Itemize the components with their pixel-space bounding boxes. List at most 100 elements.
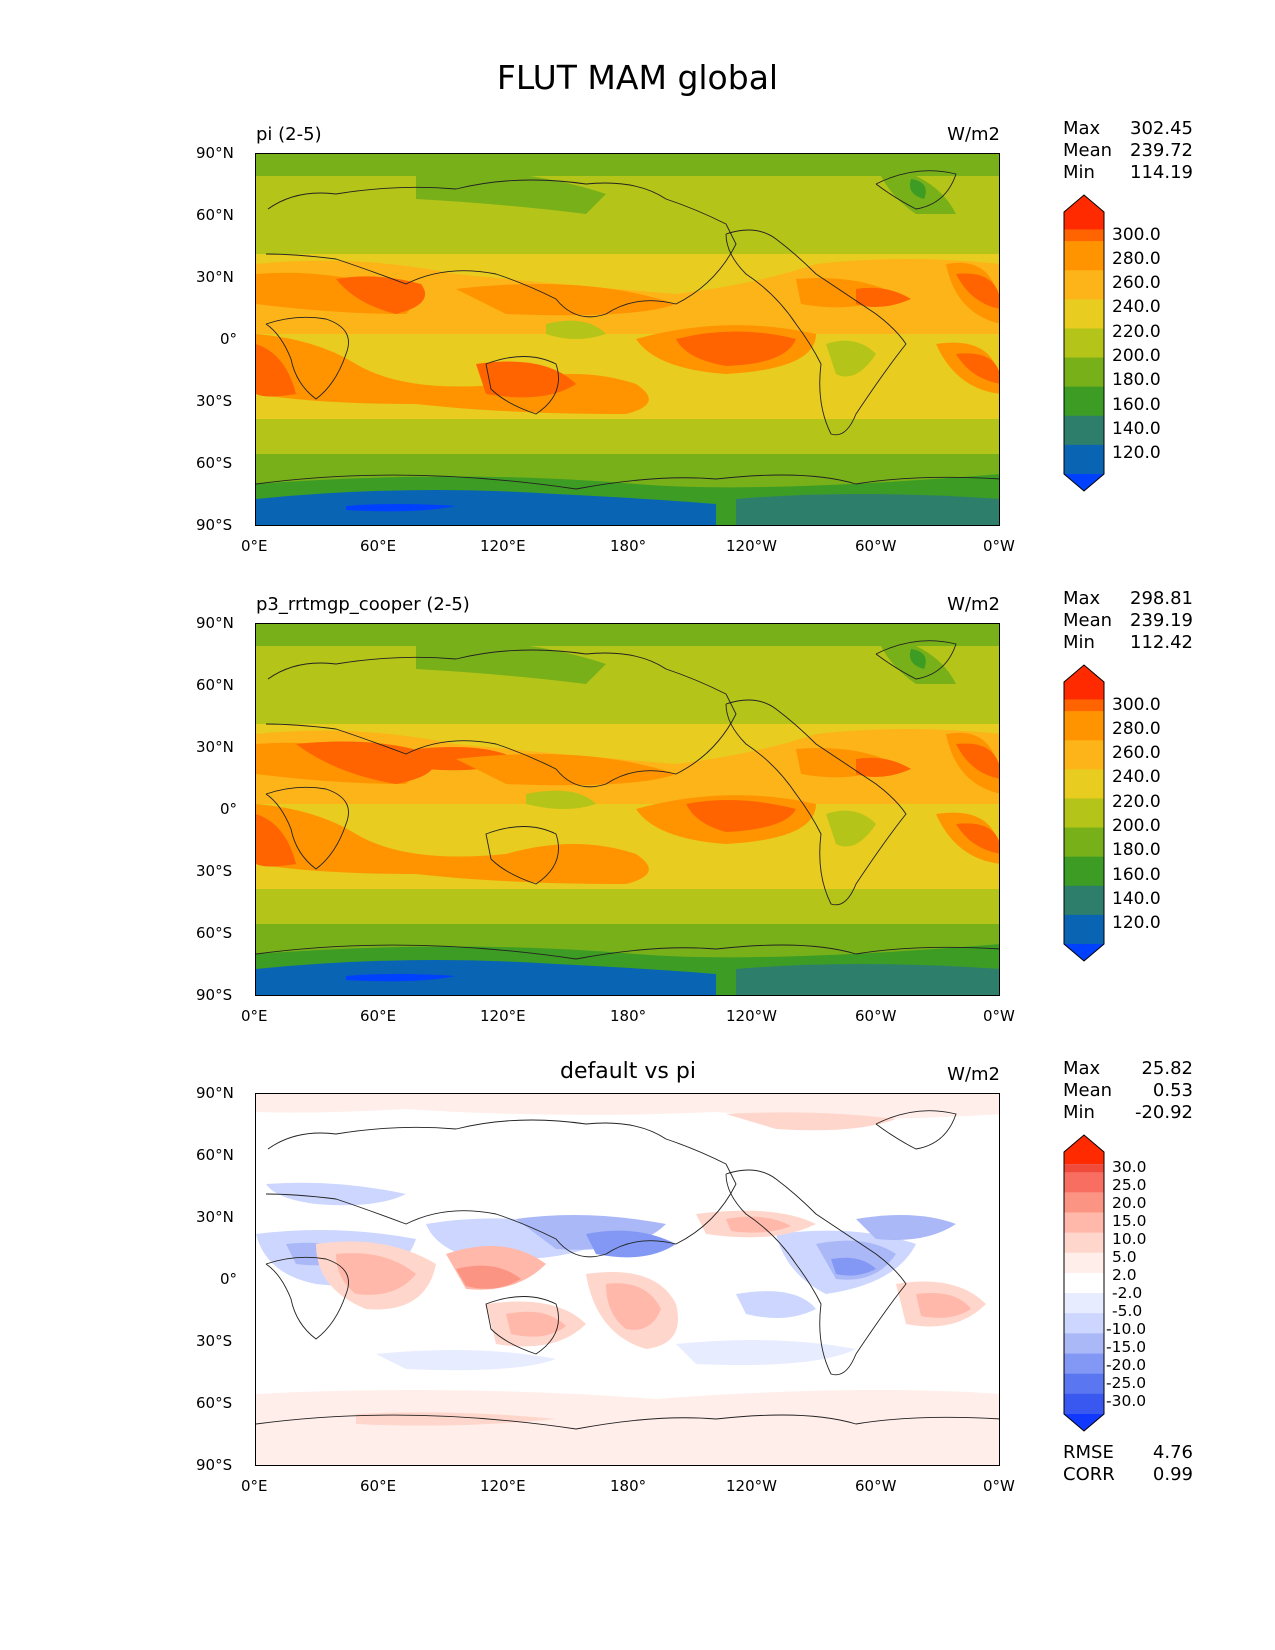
colorbar-label: 15.0 xyxy=(1112,1212,1147,1230)
lat-label: 90°N xyxy=(196,614,234,632)
lat-label: 60°S xyxy=(196,1394,233,1412)
lon-label: 60°E xyxy=(360,537,397,555)
colorbar-extend-max xyxy=(1064,665,1104,700)
colorbar-label: 300.0 xyxy=(1112,225,1161,245)
colorbar-label: 140.0 xyxy=(1112,889,1161,909)
colorbar-segment xyxy=(1064,1192,1104,1213)
colorbar-segment xyxy=(1064,1333,1104,1355)
colorbar-label: 260.0 xyxy=(1112,743,1161,763)
colorbar-segment xyxy=(1064,827,1104,858)
colorbar-label: 220.0 xyxy=(1112,322,1161,342)
lat-label: 90°S xyxy=(196,516,233,534)
colorbar-extend-min xyxy=(1064,944,1104,961)
colorbar-label: -5.0 xyxy=(1112,1302,1143,1320)
colorbar-segment xyxy=(1064,699,1104,712)
lat-label: 30°N xyxy=(196,738,234,756)
lon-label: 60°E xyxy=(360,1477,397,1495)
panel-2-map xyxy=(255,623,1000,996)
panel-2-stats: Max 298.81 Mean 239.19 Min 112.42 xyxy=(1063,588,1193,653)
colorbar-segment xyxy=(1064,386,1104,417)
colorbar-label: 280.0 xyxy=(1112,719,1161,739)
lat-label: 30°S xyxy=(196,392,233,410)
lat-label: 0° xyxy=(220,1270,238,1288)
colorbar-extend-max xyxy=(1064,1135,1104,1165)
lon-label: 0°E xyxy=(241,1007,268,1025)
lat-label: 30°S xyxy=(196,1332,233,1350)
colorbar-label: 180.0 xyxy=(1112,840,1161,860)
colorbar-label: 160.0 xyxy=(1112,865,1161,885)
colorbar-label: -10.0 xyxy=(1106,1320,1147,1338)
lon-label: 120°E xyxy=(480,1477,526,1495)
panel-1-stats: Max 302.45 Mean 239.72 Min 114.19 xyxy=(1063,118,1193,183)
lon-label: 60°E xyxy=(360,1007,397,1025)
colorbar-label: 180.0 xyxy=(1112,370,1161,390)
colorbar-segment xyxy=(1064,1212,1104,1234)
lon-label: 180° xyxy=(610,1007,647,1025)
colorbar-segment xyxy=(1064,1373,1104,1395)
lat-label: 30°S xyxy=(196,862,233,880)
colorbar-label: 260.0 xyxy=(1112,273,1161,293)
panel-2-title: p3_rrtmgp_cooper (2-5) xyxy=(256,594,470,615)
colorbar-label: 10.0 xyxy=(1112,1230,1147,1248)
panel-3-colorbar xyxy=(1063,1134,1105,1432)
lon-label: 60°W xyxy=(855,1007,897,1025)
lon-label: 0°E xyxy=(241,537,268,555)
panel-3-units: W/m2 xyxy=(947,1064,1000,1085)
colorbar-label: 240.0 xyxy=(1112,297,1161,317)
lat-label: 30°N xyxy=(196,1208,234,1226)
colorbar-label: -20.0 xyxy=(1106,1356,1147,1374)
lat-label: 30°N xyxy=(196,268,234,286)
colorbar-segment xyxy=(1064,769,1104,799)
colorbar-label: -2.0 xyxy=(1112,1284,1143,1302)
colorbar-segment xyxy=(1064,914,1104,945)
panel-3-stats: Max 25.82 Mean 0.53 Min -20.92 xyxy=(1063,1058,1193,1123)
colorbar-label: 220.0 xyxy=(1112,792,1161,812)
colorbar-segment xyxy=(1064,1293,1104,1314)
panel-2-units: W/m2 xyxy=(947,594,1000,615)
colorbar-label: 120.0 xyxy=(1112,443,1161,463)
figure-title: FLUT MAM global xyxy=(496,58,779,97)
lon-label: 0°W xyxy=(983,1477,1015,1495)
colorbar-segment xyxy=(1064,1272,1104,1294)
panel-1-title: pi (2-5) xyxy=(256,124,322,145)
lat-label: 0° xyxy=(220,330,238,348)
colorbar-label: 280.0 xyxy=(1112,249,1161,269)
colorbar-label: 140.0 xyxy=(1112,419,1161,439)
lat-label: 60°S xyxy=(196,454,233,472)
colorbar-label: -30.0 xyxy=(1106,1392,1147,1410)
colorbar-segment xyxy=(1064,415,1104,446)
colorbar-label: 2.0 xyxy=(1112,1266,1137,1284)
colorbar-segment xyxy=(1064,229,1104,242)
colorbar-segment xyxy=(1064,241,1104,271)
lon-label: 180° xyxy=(610,537,647,555)
panel-3-map xyxy=(255,1093,1000,1466)
colorbar-segment xyxy=(1064,1172,1104,1193)
colorbar-label: 5.0 xyxy=(1112,1248,1137,1266)
colorbar-segment xyxy=(1064,1313,1104,1334)
lat-label: 60°N xyxy=(196,1146,234,1164)
lat-label: 90°N xyxy=(196,144,234,162)
colorbar-label: 300.0 xyxy=(1112,695,1161,715)
lat-label: 0° xyxy=(220,800,238,818)
lon-label: 120°W xyxy=(726,537,777,555)
panel-1-colorbar xyxy=(1063,194,1105,492)
colorbar-segment xyxy=(1064,328,1104,359)
lon-label: 120°W xyxy=(726,1007,777,1025)
lon-label: 60°W xyxy=(855,537,897,555)
colorbar-segment xyxy=(1064,1353,1104,1375)
lon-label: 0°E xyxy=(241,1477,268,1495)
panel-3-extra-stats: RMSE 4.76 CORR 0.99 xyxy=(1063,1442,1193,1485)
lon-label: 0°W xyxy=(983,1007,1015,1025)
colorbar-extend-min xyxy=(1064,474,1104,491)
colorbar-label: -25.0 xyxy=(1106,1374,1147,1392)
colorbar-label: 240.0 xyxy=(1112,767,1161,787)
colorbar-label: 160.0 xyxy=(1112,395,1161,415)
lat-label: 90°S xyxy=(196,1456,233,1474)
colorbar-segment xyxy=(1064,270,1104,300)
colorbar-label: 25.0 xyxy=(1112,1176,1147,1194)
panel-1-field xyxy=(256,154,999,525)
lat-label: 90°S xyxy=(196,986,233,1004)
lon-label: 180° xyxy=(610,1477,647,1495)
lon-label: 60°W xyxy=(855,1477,897,1495)
colorbar-extend-min xyxy=(1064,1414,1104,1431)
